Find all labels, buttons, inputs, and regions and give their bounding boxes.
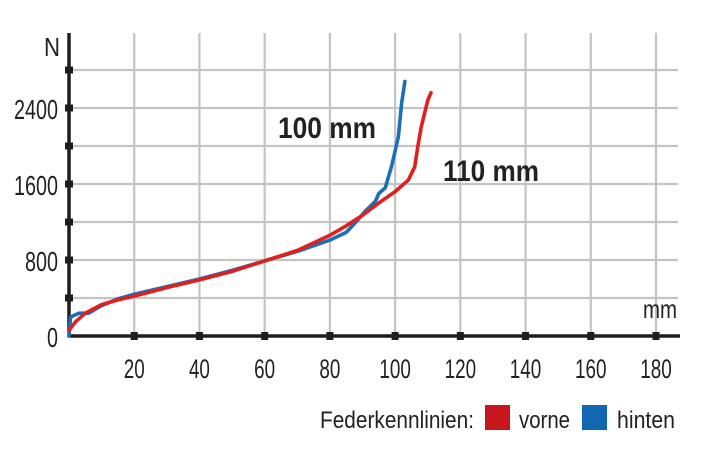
annotation-rear-travel: 100 mm <box>278 112 376 145</box>
x-tick-mark <box>326 332 334 340</box>
annotations: 100 mm 110 mm N mm <box>44 32 677 324</box>
y-tick-mark <box>65 294 73 302</box>
tick-labels: 20 40 60 80 100 120 140 160 180 0 800 1600 2400 <box>14 94 672 384</box>
y-tick-mark <box>65 180 73 188</box>
x-tick-mark <box>261 332 269 340</box>
y-tick-mark <box>65 218 73 226</box>
x-tick-label: 20 <box>124 354 145 384</box>
x-tick-mark <box>195 332 203 340</box>
legend-label-front: vorne <box>519 407 570 434</box>
annotation-front-travel: 110 mm <box>443 155 539 188</box>
x-tick-label: 40 <box>189 354 210 384</box>
legend: Federkennlinien: vorne hinten <box>320 405 675 434</box>
x-tick-label: 120 <box>445 354 477 384</box>
x-tick-label: 140 <box>510 354 542 384</box>
y-tick-mark <box>65 256 73 264</box>
y-axis-unit: N <box>44 32 60 62</box>
y-tick-mark <box>65 104 73 112</box>
axes <box>65 33 680 340</box>
legend-swatch-front <box>485 405 510 430</box>
legend-swatch-rear <box>582 405 607 430</box>
data-series <box>67 79 433 338</box>
x-tick-mark <box>587 332 595 340</box>
y-tick-mark <box>65 66 73 74</box>
x-axis-unit: mm <box>643 294 677 324</box>
x-tick-mark <box>130 332 138 340</box>
x-tick-label: 180 <box>640 354 672 384</box>
legend-title: Federkennlinien: <box>320 407 474 434</box>
y-tick-label: 0 <box>47 322 58 353</box>
y-tick-label: 1600 <box>14 170 58 201</box>
x-tick-mark <box>456 332 464 340</box>
x-tick-mark <box>652 332 660 340</box>
x-tick-label: 60 <box>254 354 275 384</box>
grid-lines <box>69 33 678 336</box>
y-tick-label: 800 <box>25 246 58 277</box>
x-tick-label: 100 <box>379 354 411 384</box>
x-tick-mark <box>522 332 530 340</box>
x-tick-label: 160 <box>575 354 607 384</box>
x-tick-label: 80 <box>319 354 340 384</box>
legend-label-rear: hinten <box>617 407 675 434</box>
y-tick-label: 2400 <box>14 94 58 125</box>
series-line-vorne <box>67 91 433 333</box>
y-tick-mark <box>65 142 73 150</box>
x-tick-mark <box>391 332 399 340</box>
